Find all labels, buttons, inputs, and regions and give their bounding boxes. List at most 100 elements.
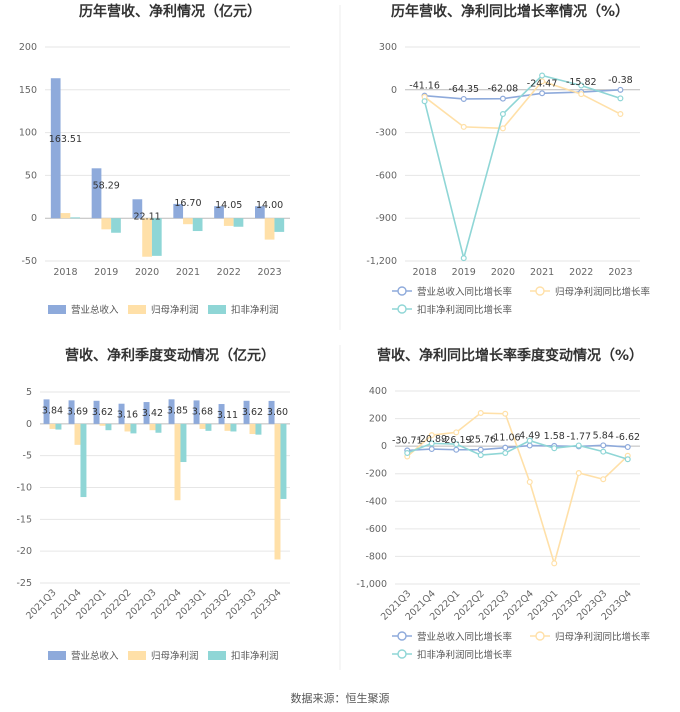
data-label: 3.60 bbox=[267, 407, 288, 418]
y-tick-label: -5 bbox=[23, 451, 32, 462]
series-point-2 bbox=[477, 410, 484, 417]
data-label: 3.42 bbox=[142, 408, 163, 419]
bar-3 bbox=[274, 218, 285, 232]
y-tick-label: -400 bbox=[365, 496, 387, 507]
series-point-2 bbox=[578, 91, 585, 98]
data-label: -25.76 bbox=[465, 435, 496, 446]
series-point-3 bbox=[600, 448, 607, 455]
series-point-1 bbox=[539, 90, 546, 97]
series-point-2 bbox=[539, 78, 546, 85]
series-point-1 bbox=[617, 86, 624, 93]
chart-panel-3: 营收、净利季度变动情况（亿元）-25-20-15-10-5052021Q3202… bbox=[16, 347, 290, 662]
bar-1 bbox=[91, 168, 102, 219]
data-label: 163.51 bbox=[49, 134, 82, 145]
y-tick-label: -20 bbox=[16, 546, 32, 557]
legend-label: 归母净利润 bbox=[151, 304, 199, 316]
series-point-1 bbox=[624, 444, 631, 451]
y-tick-label: 0 bbox=[381, 441, 387, 452]
chart-title: 历年营收、净利情况（亿元） bbox=[79, 3, 261, 20]
legend-swatch bbox=[208, 305, 226, 314]
bar-1 bbox=[43, 399, 50, 424]
series-point-1 bbox=[453, 446, 460, 453]
bar-3 bbox=[205, 423, 212, 431]
x-tick-label: 2022 bbox=[217, 267, 241, 278]
y-tick-label: -800 bbox=[365, 551, 387, 562]
legend-label: 营业总收入 bbox=[71, 304, 119, 316]
series-point-3 bbox=[477, 452, 484, 459]
y-tick-label: -10 bbox=[16, 483, 32, 494]
bar-3 bbox=[192, 218, 203, 232]
y-tick-label: 0 bbox=[31, 213, 37, 224]
series-point-3 bbox=[421, 98, 428, 105]
data-label: 58.29 bbox=[93, 180, 120, 191]
series-point-1 bbox=[526, 442, 533, 449]
bar-3 bbox=[55, 423, 62, 430]
series-point-1 bbox=[499, 95, 506, 102]
series-point-3 bbox=[526, 437, 533, 444]
legend-label: 营业总收入 bbox=[71, 650, 119, 662]
series-line-3 bbox=[423, 74, 621, 262]
bar-2 bbox=[101, 218, 112, 230]
y-tick-label: -200 bbox=[365, 469, 387, 480]
series-point-3 bbox=[404, 450, 411, 457]
bar-2 bbox=[224, 423, 231, 431]
series-line-2 bbox=[406, 412, 629, 567]
bar-2 bbox=[174, 423, 181, 501]
data-label: 3.62 bbox=[242, 407, 263, 418]
data-label: -26.19 bbox=[441, 435, 472, 446]
series-point-1 bbox=[477, 446, 484, 453]
legend-label: 扣非净利润同比增长率 bbox=[417, 304, 513, 316]
data-label: 22.11 bbox=[133, 211, 160, 222]
bar-1 bbox=[143, 402, 150, 424]
bar-3 bbox=[105, 423, 112, 431]
y-tick-label: -15 bbox=[16, 514, 32, 525]
series-point-3 bbox=[502, 450, 509, 457]
series-point-2 bbox=[551, 560, 558, 567]
series-line-1 bbox=[424, 89, 621, 100]
x-tick-label: 2021 bbox=[530, 267, 554, 278]
series-point-1 bbox=[600, 442, 607, 449]
bar-3 bbox=[180, 423, 187, 463]
legend-swatch bbox=[208, 651, 226, 660]
legend-swatch bbox=[48, 651, 66, 660]
bar-1 bbox=[168, 399, 175, 424]
chart-title: 营收、净利同比增长率季度变动情况（%） bbox=[377, 347, 643, 364]
legend-marker bbox=[397, 304, 407, 314]
bar-3 bbox=[155, 423, 162, 433]
chart-panel-2: 历年营收、净利同比增长率情况（%） -1,200 -900 -600 -300 0 300 2… bbox=[366, 3, 650, 316]
x-tick-label: 2020 bbox=[491, 267, 515, 278]
series-point-3 bbox=[575, 442, 582, 449]
legend-swatch bbox=[48, 305, 66, 314]
x-tick-label: 2023 bbox=[608, 267, 632, 278]
series-line-2 bbox=[424, 80, 621, 130]
data-label: -11.06 bbox=[490, 433, 521, 444]
series-point-1 bbox=[460, 95, 467, 102]
y-tick-label: 200 bbox=[369, 414, 387, 425]
y-tick-label: -600 bbox=[375, 170, 397, 181]
y-tick-label: -1,000 bbox=[356, 579, 387, 590]
series-point-3 bbox=[539, 72, 546, 79]
y-tick-label: 100 bbox=[19, 128, 37, 139]
data-label: -24.47 bbox=[527, 78, 558, 89]
y-tick-label: 400 bbox=[369, 386, 387, 397]
data-label: 14.00 bbox=[256, 200, 283, 211]
legend-swatch bbox=[128, 651, 146, 660]
legend-label: 归母净利润 bbox=[151, 650, 199, 662]
bar-1 bbox=[214, 206, 224, 219]
bar-3 bbox=[280, 423, 287, 499]
bar-3 bbox=[255, 423, 262, 435]
series-point-3 bbox=[460, 255, 467, 262]
series-point-3 bbox=[578, 82, 585, 89]
chart-panel-1: 历年营收、净利情况（亿元） -50 0 50 100 150 200 2018 2019 2020… bbox=[19, 3, 290, 316]
y-tick-label: 0 bbox=[26, 419, 32, 430]
chart-title: 历年营收、净利同比增长率情况（%） bbox=[391, 3, 629, 20]
legend-label: 归母净利润同比增长率 bbox=[555, 286, 651, 298]
series-point-2 bbox=[499, 125, 506, 132]
bar-2 bbox=[249, 423, 256, 435]
bar-1 bbox=[50, 78, 61, 219]
series-point-2 bbox=[460, 123, 467, 130]
bar-2 bbox=[99, 423, 106, 426]
data-label: 3.16 bbox=[117, 410, 138, 421]
data-label: 3.85 bbox=[167, 405, 188, 416]
